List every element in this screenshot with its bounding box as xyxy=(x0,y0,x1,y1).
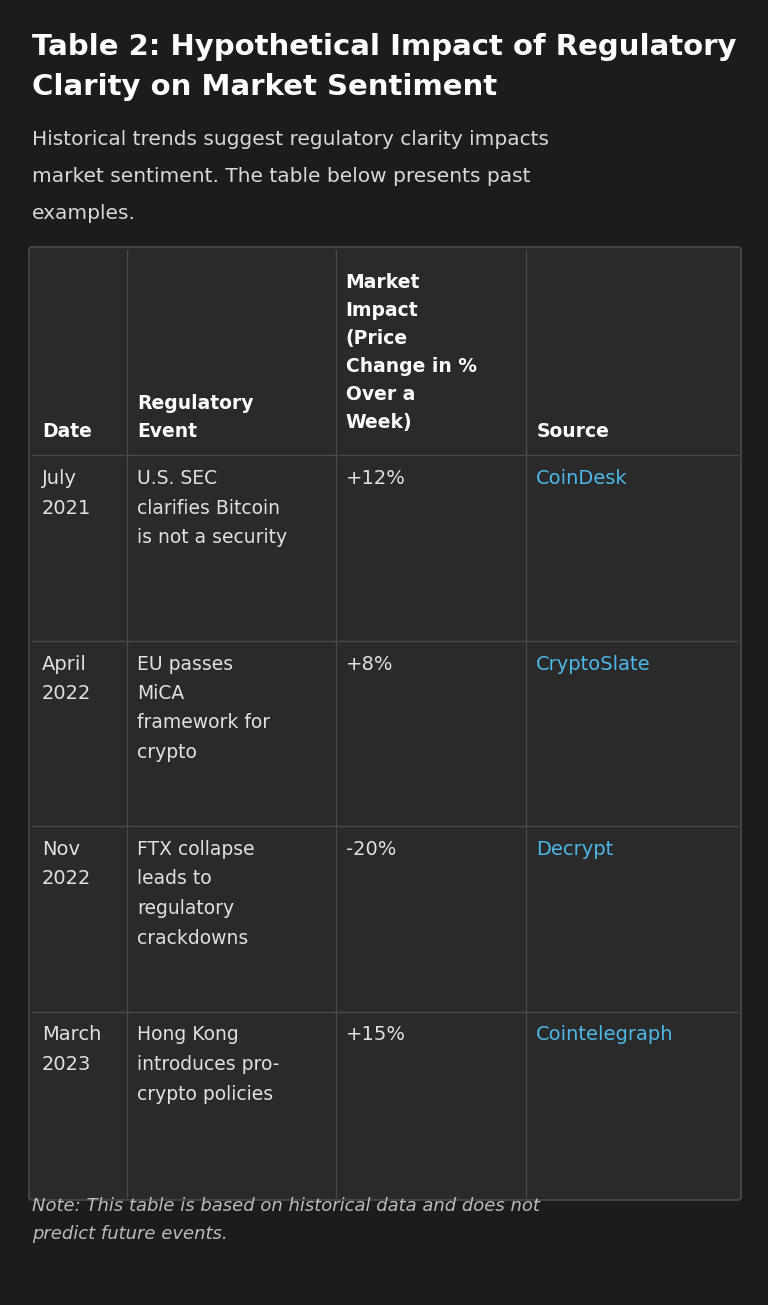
Text: Market
Impact
(Price
Change in %
Over a
Week): Market Impact (Price Change in % Over a … xyxy=(346,273,477,432)
Text: +8%: +8% xyxy=(346,655,393,673)
Text: Note: This table is based on historical data and does not: Note: This table is based on historical … xyxy=(32,1197,540,1215)
Text: Clarity on Market Sentiment: Clarity on Market Sentiment xyxy=(32,73,497,100)
Text: March
2023: March 2023 xyxy=(42,1026,101,1074)
Text: U.S. SEC
clarifies Bitcoin
is not a security: U.S. SEC clarifies Bitcoin is not a secu… xyxy=(137,468,287,547)
Text: -20%: -20% xyxy=(346,840,396,859)
Text: Table 2: Hypothetical Impact of Regulatory: Table 2: Hypothetical Impact of Regulato… xyxy=(32,33,737,61)
Text: April
2022: April 2022 xyxy=(42,655,91,703)
Text: EU passes
MiCA
framework for
crypto: EU passes MiCA framework for crypto xyxy=(137,655,270,762)
Text: examples.: examples. xyxy=(32,204,136,223)
Text: CoinDesk: CoinDesk xyxy=(536,468,627,488)
FancyBboxPatch shape xyxy=(29,247,741,1201)
Text: Hong Kong
introduces pro-
crypto policies: Hong Kong introduces pro- crypto policie… xyxy=(137,1026,280,1104)
Text: +15%: +15% xyxy=(346,1026,406,1044)
Text: Nov
2022: Nov 2022 xyxy=(42,840,91,889)
Text: Historical trends suggest regulatory clarity impacts: Historical trends suggest regulatory cla… xyxy=(32,130,549,149)
Text: Decrypt: Decrypt xyxy=(536,840,614,859)
Text: predict future events.: predict future events. xyxy=(32,1225,227,1242)
Text: July
2021: July 2021 xyxy=(42,468,91,518)
Text: +12%: +12% xyxy=(346,468,406,488)
Text: market sentiment. The table below presents past: market sentiment. The table below presen… xyxy=(32,167,531,187)
Text: Cointelegraph: Cointelegraph xyxy=(536,1026,674,1044)
Text: Date: Date xyxy=(42,422,92,441)
Text: Source: Source xyxy=(536,422,609,441)
Text: CryptoSlate: CryptoSlate xyxy=(536,655,650,673)
Text: Regulatory
Event: Regulatory Event xyxy=(137,394,253,441)
Text: FTX collapse
leads to
regulatory
crackdowns: FTX collapse leads to regulatory crackdo… xyxy=(137,840,255,947)
